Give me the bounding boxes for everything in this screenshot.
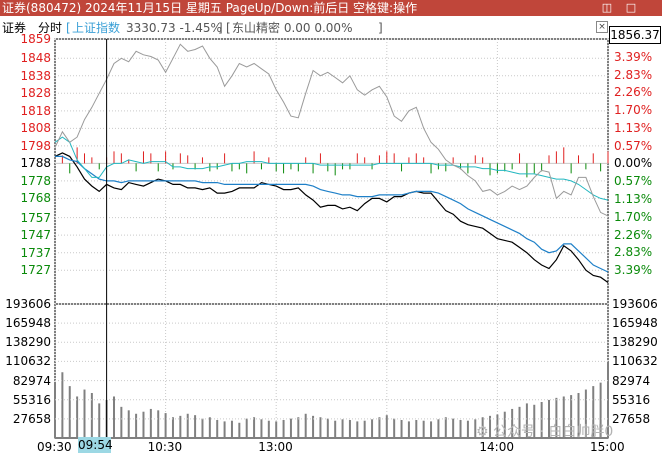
time-tick: 14:00 bbox=[479, 440, 514, 454]
pct-tick: 1.13% bbox=[614, 192, 653, 207]
volume-tick-right: 82974 bbox=[612, 373, 651, 388]
volume-tick-left: 165948 bbox=[5, 316, 51, 331]
volume-tick-right: 27658 bbox=[612, 411, 651, 426]
volume-tick-left: 27658 bbox=[12, 411, 51, 426]
pct-tick: 0.57% bbox=[614, 174, 653, 189]
close-icon[interactable]: □ bbox=[625, 1, 637, 14]
pct-tick: 2.26% bbox=[614, 85, 653, 100]
price-tick: 1859 bbox=[20, 32, 51, 46]
volume-tick-right: 55316 bbox=[612, 392, 651, 407]
volume-tick-right: 165948 bbox=[612, 316, 658, 331]
window-title: 证券(880472) 2024年11月15日 星期五 PageUp/Down:前… bbox=[2, 1, 418, 15]
cursor-price-readout: 1856.37 bbox=[609, 26, 661, 44]
pct-tick: 3.39% bbox=[614, 263, 653, 278]
time-tick: 13:00 bbox=[258, 440, 293, 454]
cursor-time-readout: 09:54 bbox=[78, 437, 113, 453]
pct-tick: 1.13% bbox=[614, 120, 653, 135]
price-tick: 1828 bbox=[20, 86, 51, 101]
pct-tick: 2.83% bbox=[614, 245, 653, 260]
compare-bracket-open: [ bbox=[226, 21, 231, 35]
price-tick: 1798 bbox=[20, 138, 51, 153]
period-mode[interactable]: 分时 bbox=[38, 21, 63, 35]
time-tick: 15:00 bbox=[590, 440, 625, 454]
index-bracket-close: ] bbox=[218, 21, 223, 35]
time-tick: 09:30 bbox=[37, 440, 72, 454]
volume-tick-left: 193606 bbox=[5, 297, 51, 311]
compare-bracket-close: ] bbox=[378, 21, 383, 35]
pct-tick: 1.70% bbox=[614, 103, 653, 118]
price-tick: 1768 bbox=[20, 191, 51, 206]
index-value: 3330.73 -1.45% bbox=[126, 21, 222, 35]
security-name: 证券 bbox=[2, 21, 27, 35]
pct-tick: 2.83% bbox=[614, 67, 653, 82]
price-tick: 1757 bbox=[20, 210, 51, 225]
pct-tick: 1.70% bbox=[614, 209, 653, 224]
pct-tick: 0.57% bbox=[614, 138, 653, 153]
chart-frame bbox=[54, 38, 609, 439]
series-sector bbox=[54, 152, 609, 283]
restore-icon[interactable]: ◫ bbox=[601, 1, 613, 14]
price-tick: 1848 bbox=[20, 51, 51, 66]
pct-tick: 0.00% bbox=[614, 156, 653, 171]
watermark: ⚙ 公众号 · 白白帅胖0 bbox=[476, 424, 614, 440]
series-avg bbox=[55, 155, 609, 273]
volume-tick-right: 193606 bbox=[612, 297, 658, 311]
series-index bbox=[54, 136, 609, 201]
index-bracket-open: [ bbox=[66, 21, 71, 35]
price-tick: 1747 bbox=[20, 228, 51, 243]
price-tick: 1727 bbox=[20, 263, 51, 278]
volume-tick-left: 55316 bbox=[12, 392, 51, 407]
series-stock bbox=[54, 43, 609, 217]
price-tick: 1838 bbox=[20, 68, 51, 83]
price-tick: 1808 bbox=[20, 121, 51, 136]
title-bar: 证券(880472) 2024年11月15日 星期五 PageUp/Down:前… bbox=[0, 0, 662, 16]
index-name[interactable]: 上证指数 bbox=[72, 21, 121, 35]
volume-tick-left: 138290 bbox=[5, 335, 51, 350]
price-tick: 1818 bbox=[20, 103, 51, 118]
time-tick: 10:30 bbox=[147, 440, 183, 454]
pct-tick: 2.26% bbox=[614, 227, 653, 242]
price-tick: 1737 bbox=[20, 245, 51, 260]
volume-tick-right: 110632 bbox=[612, 354, 658, 369]
price-tick: 1788 bbox=[20, 156, 51, 171]
volume-tick-left: 110632 bbox=[5, 354, 51, 369]
volume-tick-left: 82974 bbox=[12, 373, 51, 388]
compare-stock[interactable]: 东山精密 0.00 0.00% bbox=[232, 21, 353, 35]
price-tick: 1778 bbox=[20, 173, 51, 188]
panel-close-icon[interactable]: × bbox=[596, 21, 608, 33]
pct-tick: 3.39% bbox=[614, 49, 653, 64]
volume-tick-right: 138290 bbox=[612, 335, 658, 350]
info-bar: 证券 分时 [ 上证指数 3330.73 -1.45% ] [ 东山精密 0.0… bbox=[0, 17, 608, 39]
